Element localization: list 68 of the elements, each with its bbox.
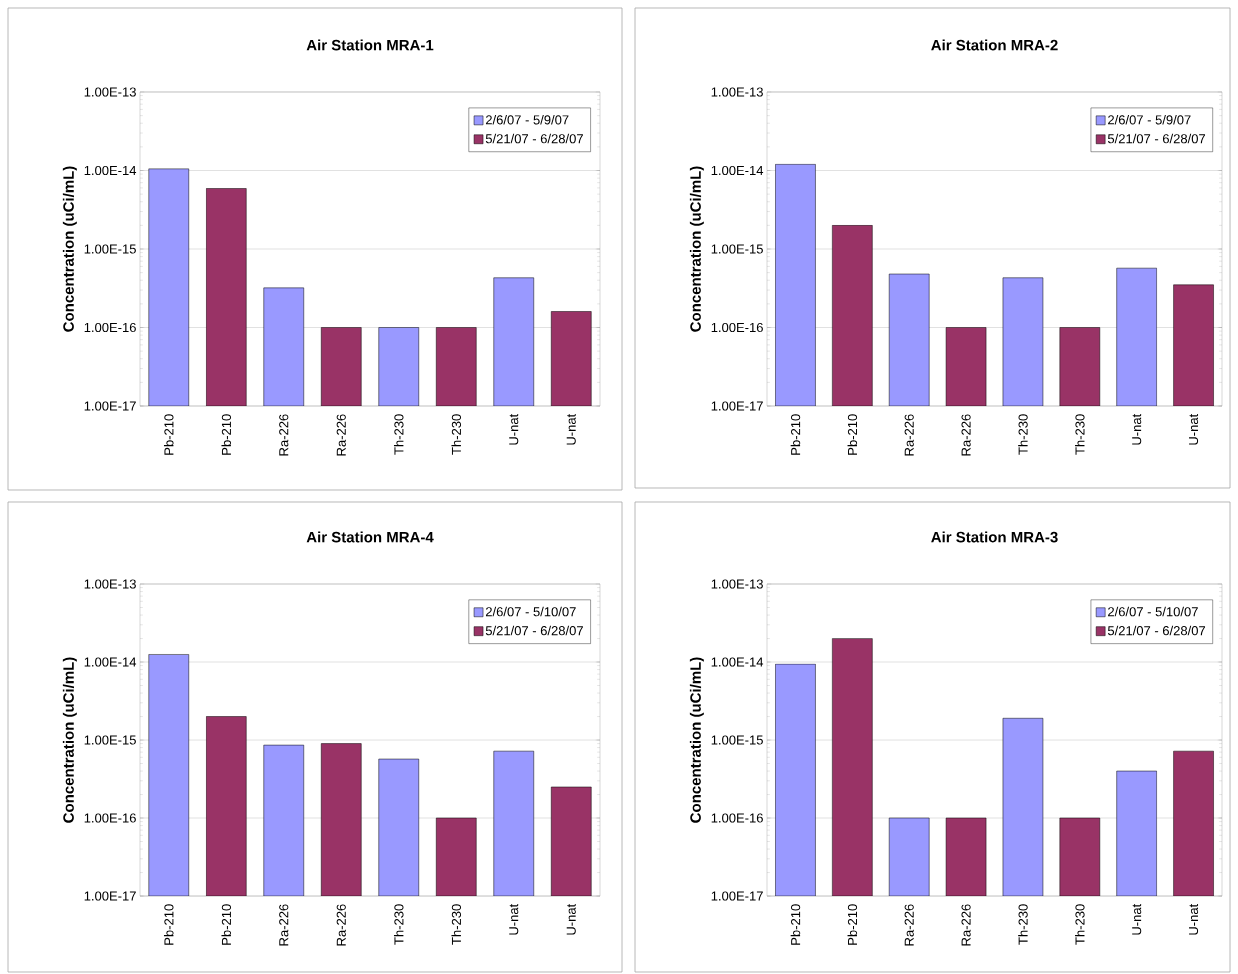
y-tick-label: 1.00E-17 — [711, 401, 763, 411]
x-tick-label: U-nat — [1189, 413, 1199, 445]
x-tick-label: Th-230 — [393, 904, 404, 945]
x-tick-label: U-nat — [566, 413, 576, 445]
legend-label: 2/6/07 - 5/9/07 — [485, 114, 569, 125]
chart-title: Air Station MRA-1 — [306, 39, 434, 51]
x-tick-label: Th-230 — [393, 414, 404, 455]
x-tick-label: Ra-226 — [279, 414, 289, 456]
x-tick-label: Ra-226 — [961, 904, 971, 946]
x-tick-label: U-nat — [1132, 413, 1142, 445]
x-tick-label: Th-230 — [451, 904, 462, 945]
y-tick-label: 1.00E-15 — [711, 244, 763, 254]
x-tick-label: U-nat — [1132, 903, 1142, 935]
x-tick-label: Pb-210 — [163, 414, 174, 455]
x-tick-label: Ra-226 — [336, 414, 346, 456]
y-tick-label: 1.00E-17 — [84, 891, 136, 901]
x-tick-label: Pb-210 — [221, 414, 232, 455]
chart-title: Air Station MRA-3 — [931, 531, 1058, 543]
y-tick-label: 1.00E-15 — [711, 735, 763, 745]
x-tick-label: U-nat — [1189, 903, 1199, 935]
legend-label: 2/6/07 - 5/9/07 — [1108, 114, 1191, 125]
chart-title: Air Station MRA-4 — [306, 531, 434, 543]
y-tick-label: 1.00E-17 — [711, 891, 763, 901]
x-tick-label: Pb-210 — [790, 904, 801, 945]
y-tick-label: 1.00E-13 — [84, 87, 136, 97]
y-tick-label: 1.00E-16 — [711, 813, 763, 823]
x-tick-label: Pb-210 — [847, 414, 858, 455]
y-axis-title: Concentration (uCi/mL) — [62, 657, 77, 823]
x-tick-label: Ra-226 — [961, 414, 971, 456]
x-tick-label: Th-230 — [451, 414, 462, 455]
chart-title: Air Station MRA-2 — [931, 39, 1058, 51]
y-tick-label: 1.00E-13 — [711, 87, 763, 97]
y-tick-label: 1.00E-15 — [84, 735, 136, 745]
y-tick-label: 1.00E-14 — [711, 657, 764, 667]
legend-label: 5/21/07 - 6/28/07 — [1107, 625, 1206, 636]
x-tick-label: U-nat — [566, 903, 576, 935]
y-tick-label: 1.00E-16 — [711, 322, 763, 333]
y-tick-label: 1.00E-13 — [711, 579, 763, 589]
x-tick-label: U-nat — [509, 413, 519, 445]
x-tick-label: Ra-226 — [904, 904, 914, 946]
y-axis-title: Concentration (uCi/mL) — [689, 166, 704, 332]
y-tick-label: 1.00E-14 — [711, 165, 764, 176]
x-tick-label: Th-230 — [1075, 414, 1085, 455]
x-tick-label: Ra-226 — [904, 414, 914, 456]
legend-label: 2/6/07 - 5/10/07 — [485, 606, 576, 617]
x-tick-label: U-nat — [509, 903, 519, 935]
x-tick-label: Th-230 — [1018, 904, 1028, 945]
x-tick-label: Pb-210 — [163, 904, 174, 945]
y-tick-label: 1.00E-15 — [84, 244, 136, 254]
legend-label: 2/6/07 - 5/10/07 — [1108, 606, 1198, 617]
y-tick-label: 1.00E-16 — [84, 813, 136, 823]
y-tick-label: 1.00E-13 — [84, 579, 136, 589]
x-tick-label: Ra-226 — [279, 904, 289, 946]
x-tick-label: Pb-210 — [790, 414, 801, 455]
legend-label: 5/21/07 - 6/28/07 — [485, 133, 583, 144]
y-tick-label: 1.00E-16 — [84, 322, 136, 333]
legend-label: 5/21/07 - 6/28/07 — [1107, 133, 1206, 144]
y-tick-label: 1.00E-14 — [84, 165, 137, 176]
y-tick-label: 1.00E-14 — [84, 657, 137, 667]
x-tick-label: Pb-210 — [847, 904, 858, 945]
x-tick-label: Th-230 — [1075, 904, 1085, 945]
y-axis-title: Concentration (uCi/mL) — [689, 657, 704, 823]
x-tick-label: Pb-210 — [221, 904, 232, 945]
x-tick-label: Th-230 — [1018, 414, 1028, 455]
x-tick-label: Ra-226 — [336, 904, 346, 946]
legend-label: 5/21/07 - 6/28/07 — [485, 625, 583, 636]
y-axis-title: Concentration (uCi/mL) — [62, 166, 77, 332]
y-tick-label: 1.00E-17 — [84, 401, 136, 411]
